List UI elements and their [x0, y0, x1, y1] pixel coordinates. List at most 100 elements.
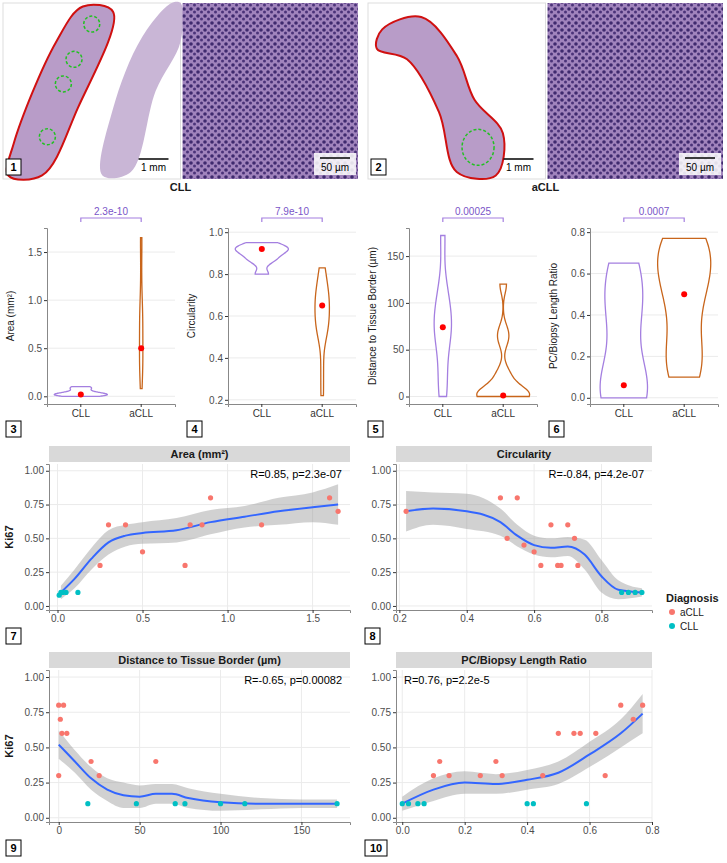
tick-label: 0.6: [583, 825, 597, 836]
grid: [409, 256, 537, 396]
grid: [590, 232, 718, 398]
grid: [396, 670, 652, 822]
tick-label: 50: [135, 825, 147, 836]
tick-label: CLL: [615, 408, 634, 419]
fit-line: [406, 509, 642, 593]
grid-line: [228, 357, 356, 358]
tick-label: 0.5: [28, 343, 42, 354]
tick: 0.00: [372, 812, 396, 823]
tick-mark: [46, 606, 49, 607]
point: [540, 773, 545, 778]
grid-line: [409, 302, 537, 303]
tick-label: 0.00: [372, 601, 392, 612]
median-point: [259, 246, 265, 252]
tick-mark: [393, 747, 396, 748]
point: [64, 731, 69, 736]
tick-mark: [46, 677, 49, 678]
point: [406, 801, 411, 806]
violin: [434, 235, 451, 396]
tick-label: 0.8: [571, 227, 585, 238]
strip: [396, 652, 652, 668]
tick: 1.00: [25, 672, 49, 683]
tick: CLL: [72, 404, 91, 419]
tick-label: 0.4: [460, 613, 474, 624]
tick-label: aCLL: [310, 408, 334, 419]
tick: 0.50: [25, 742, 49, 753]
panel-label-box: [6, 840, 21, 856]
tissue-outline: [7, 5, 115, 180]
tick-mark: [393, 471, 396, 472]
point: [123, 522, 128, 527]
significance-bracket: 7.9e-10: [262, 206, 322, 222]
point: [431, 773, 436, 778]
legend-entry: CLL: [680, 621, 699, 632]
grid-line: [464, 670, 465, 822]
tick: 0.0: [51, 610, 65, 624]
scale-bar: [504, 158, 534, 160]
panel-label-text: 5: [372, 423, 378, 435]
tick: 0.6: [571, 268, 590, 279]
tick-label: 0.0: [28, 391, 42, 402]
median-point: [440, 324, 446, 330]
annotation: R=0.76, p=2.2e-5: [404, 674, 490, 686]
tick: aCLL: [310, 404, 334, 419]
tick: 0: [56, 822, 62, 836]
panel-title: Distance to Tissue Border (µm): [118, 654, 281, 666]
tick-mark: [225, 400, 228, 401]
image-caption: aCLL: [532, 181, 560, 193]
overview-image: [368, 3, 546, 179]
point: [548, 522, 553, 527]
legend-title: Diagnosis: [666, 592, 719, 604]
scale-bar: [685, 157, 715, 159]
tick-label: 0.75: [25, 707, 45, 718]
tick: 0.8: [595, 610, 609, 624]
tick-mark: [393, 538, 396, 539]
panel-label-box: [6, 159, 21, 175]
tick-label: 0.6: [209, 311, 223, 322]
scale-bar-label: 1 mm: [141, 162, 166, 173]
tick-mark: [587, 274, 590, 275]
plot-area: [434, 235, 529, 398]
tick-mark: [406, 350, 409, 351]
point: [571, 731, 576, 736]
grid-line: [396, 712, 652, 713]
tick: 50: [135, 822, 147, 836]
axis-line: [591, 405, 719, 408]
tick-label: 1.00: [25, 465, 45, 476]
tick: 0.25: [372, 777, 396, 788]
tick-mark: [225, 232, 228, 233]
point: [421, 801, 426, 806]
tick-mark: [393, 606, 396, 607]
tick-label: 0.00: [25, 812, 45, 823]
tick: 0.50: [25, 533, 49, 544]
panel-label: 3: [6, 421, 21, 437]
point: [578, 731, 583, 736]
panel-title: Area (mm²): [170, 448, 228, 460]
tick-label: 0.6: [571, 268, 585, 279]
axis-line: [48, 405, 176, 408]
tick-mark: [587, 315, 590, 316]
x-axis: CLLaCLL: [591, 404, 719, 419]
grid-line: [47, 348, 175, 349]
tick: 0.5: [28, 343, 47, 354]
point: [134, 801, 139, 806]
p-value: 2.3e-10: [94, 206, 128, 217]
tick-label: 0.50: [372, 742, 392, 753]
tick: 0.0: [571, 392, 590, 403]
tick-mark: [225, 358, 228, 359]
bracket: [262, 218, 322, 222]
panel-title: Circularity: [497, 448, 552, 460]
axis-line: [406, 229, 410, 405]
violin-panel: 0.00.20.40.60.8CLLaCLLPC/Biopsy Length R…: [548, 206, 719, 419]
point: [218, 801, 223, 806]
grid-line: [396, 817, 652, 818]
point: [639, 590, 644, 595]
tick: aCLL: [491, 404, 515, 419]
tick-label: 50: [393, 344, 405, 355]
median-point: [500, 393, 506, 399]
axis-line: [229, 405, 357, 408]
point: [242, 801, 247, 806]
tick: 150: [387, 251, 409, 262]
tick: CLL: [253, 404, 272, 419]
grid-line: [228, 232, 356, 233]
